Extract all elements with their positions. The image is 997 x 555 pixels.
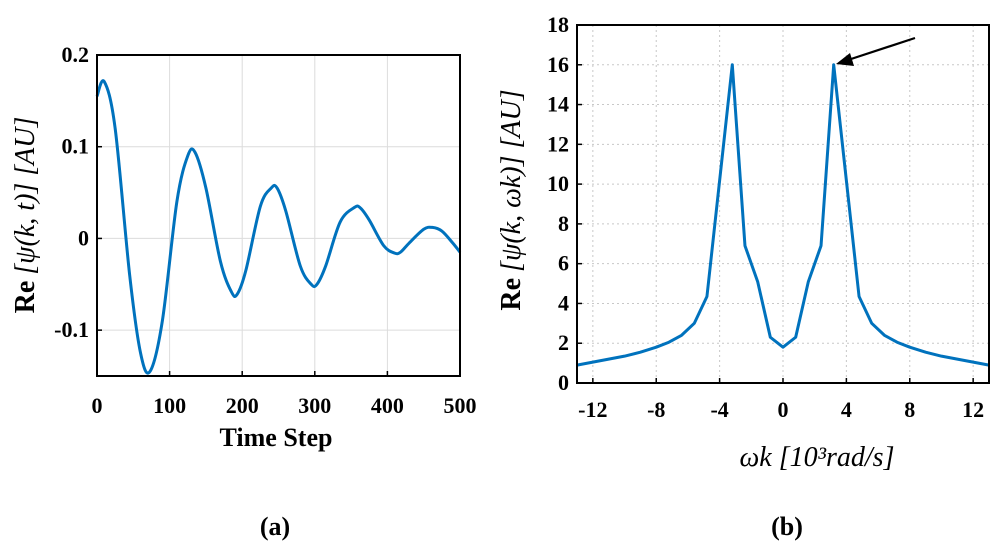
- panel-a-y-label-math: [ψ(k, t)] [AU]: [10, 117, 41, 275]
- y-tick-label: 2: [558, 330, 569, 355]
- y-tick-label: 14: [547, 92, 569, 117]
- x-tick-label: 200: [226, 393, 259, 418]
- panel-b-grid: [577, 24, 989, 384]
- panel-b-caption: (b): [771, 512, 803, 541]
- panel-a: 0 100 200 300 400 500 -0.1 0 0.1 0.2 Time Step R…: [10, 42, 477, 541]
- y-tick-label: 0.2: [62, 42, 90, 67]
- x-tick-label: -12: [578, 397, 607, 422]
- panel-b-y-label-prefix: Re: [496, 278, 527, 311]
- panel-a-series-line: [95, 79, 462, 375]
- y-tick-label: 0: [558, 370, 569, 395]
- x-tick-label: 300: [298, 393, 331, 418]
- panel-a-caption: (a): [260, 512, 290, 541]
- y-tick-label: 12: [547, 131, 569, 156]
- x-tick-label: 4: [841, 397, 852, 422]
- panel-b-x-label: ωk [10³rad/s]: [740, 442, 895, 473]
- panel-a-x-ticks: 0 100 200 300 400 500: [92, 371, 477, 418]
- y-tick-label: 10: [547, 171, 569, 196]
- y-tick-label: 0: [78, 225, 89, 250]
- panel-a-grid: [96, 54, 461, 376]
- x-tick-label: 0: [778, 397, 789, 422]
- panel-a-axes-frame: [96, 54, 461, 377]
- y-tick-label: 0.1: [62, 134, 90, 159]
- y-tick-label: -0.1: [54, 317, 89, 342]
- panel-b-y-label: Re [ψ(k, ωk)] [AU]: [496, 89, 527, 310]
- x-tick-label: -4: [710, 397, 728, 422]
- x-tick-label: 8: [904, 397, 915, 422]
- peak-arrow-annotation: [836, 36, 916, 66]
- panel-b-axes-frame: [576, 24, 990, 384]
- x-tick-label: 500: [444, 393, 477, 418]
- x-tick-label: -8: [647, 397, 665, 422]
- panel-b: -12 -8 -4 0 4 8 12 0 2 4 6 8 10 12 14 16 18 ωk [10³rad/…: [496, 12, 990, 541]
- x-tick-label: 400: [371, 393, 404, 418]
- arrow-head: [836, 53, 854, 66]
- panel-b-x-ticks: -12 -8 -4 0 4 8 12: [578, 378, 984, 422]
- y-tick-label: 16: [547, 52, 569, 77]
- panel-a-y-label: Re [ψ(k, t)] [AU]: [10, 117, 41, 314]
- panel-b-y-label-math: [ψ(k, ωk)] [AU]: [496, 89, 527, 272]
- x-tick-label: 12: [962, 397, 984, 422]
- panel-a-y-ticks: -0.1 0 0.1 0.2: [54, 42, 102, 342]
- x-tick-label: 100: [153, 393, 186, 418]
- y-tick-label: 6: [558, 251, 569, 276]
- arrow-shaft: [847, 36, 916, 62]
- panel-b-series-line: [576, 63, 990, 367]
- panel-b-y-ticks: 0 2 4 6 8 10 12 14 16 18: [547, 12, 582, 395]
- y-tick-label: 4: [558, 290, 569, 315]
- y-tick-label: 8: [558, 211, 569, 236]
- panel-a-y-label-prefix: Re: [10, 281, 41, 314]
- y-tick-label: 18: [547, 12, 569, 37]
- x-tick-label: 0: [92, 393, 103, 418]
- panel-a-x-label: Time Step: [220, 423, 333, 452]
